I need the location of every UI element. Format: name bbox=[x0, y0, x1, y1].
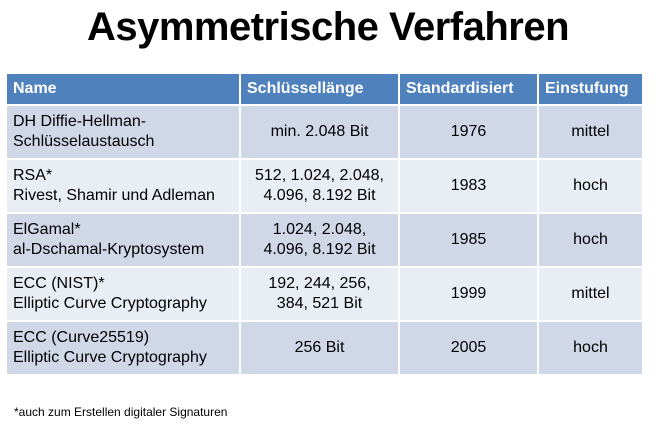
slide-title: Asymmetrische Verfahren bbox=[86, 5, 570, 49]
cell-name: ElGamal* al-Dschamal-Kryptosystem bbox=[7, 212, 241, 267]
cell-key-length: 1.024, 2.048, 4.096, 8.192 Bit bbox=[240, 212, 400, 267]
key-length-line: 192, 244, 256, bbox=[268, 275, 371, 292]
name-line: Elliptic Curve Cryptography bbox=[13, 295, 207, 312]
algorithm-table: Name Schlüssellänge Standardisiert Einst… bbox=[7, 74, 642, 374]
cell-key-length: 512, 1.024, 2.048, 4.096, 8.192 Bit bbox=[240, 158, 400, 213]
table-row: ECC (NIST)* Elliptic Curve Cryptography … bbox=[7, 266, 642, 321]
name-line: ECC (Curve25519) bbox=[13, 329, 150, 346]
column-header-key-length: Schlüssellänge bbox=[240, 74, 400, 105]
name-line: Rivest, Shamir und Adleman bbox=[13, 187, 215, 204]
name-line: Schlüsselaustausch bbox=[13, 133, 155, 150]
key-length-line: 4.096, 8.192 Bit bbox=[263, 187, 376, 204]
name-line: al-Dschamal-Kryptosystem bbox=[13, 241, 205, 258]
name-line: ECC (NIST)* bbox=[13, 275, 105, 292]
table-row: RSA* Rivest, Shamir und Adleman 512, 1.0… bbox=[7, 158, 642, 213]
cell-key-length: min. 2.048 Bit bbox=[240, 104, 400, 159]
key-length-line: 384, 521 Bit bbox=[276, 295, 363, 312]
cell-rating: hoch bbox=[538, 158, 642, 213]
column-header-standardized: Standardisiert bbox=[399, 74, 539, 105]
cell-name: DH Diffie-Hellman- Schlüsselaustausch bbox=[7, 104, 241, 159]
cell-key-length: 192, 244, 256, 384, 521 Bit bbox=[240, 266, 400, 321]
table-row: ElGamal* al-Dschamal-Kryptosystem 1.024,… bbox=[7, 212, 642, 267]
cell-name: ECC (NIST)* Elliptic Curve Cryptography bbox=[7, 266, 241, 321]
column-header-rating: Einstufung bbox=[538, 74, 642, 105]
table-row: ECC (Curve25519) Elliptic Curve Cryptogr… bbox=[7, 320, 642, 374]
cell-year: 1985 bbox=[399, 212, 539, 267]
cell-rating: mittel bbox=[538, 104, 642, 159]
footnote: *auch zum Erstellen digitaler Signaturen bbox=[14, 405, 228, 419]
cell-rating: hoch bbox=[538, 212, 642, 267]
name-line: DH Diffie-Hellman- bbox=[13, 113, 147, 130]
name-line: Elliptic Curve Cryptography bbox=[13, 349, 207, 366]
name-line: RSA* bbox=[13, 167, 53, 184]
cell-rating: mittel bbox=[538, 266, 642, 321]
cell-name: RSA* Rivest, Shamir und Adleman bbox=[7, 158, 241, 213]
key-length-line: min. 2.048 Bit bbox=[270, 123, 369, 140]
key-length-line: 256 Bit bbox=[294, 339, 345, 356]
key-length-line: 512, 1.024, 2.048, bbox=[255, 167, 384, 184]
cell-key-length: 256 Bit bbox=[240, 320, 400, 374]
name-line: ElGamal* bbox=[13, 221, 81, 238]
cell-rating: hoch bbox=[538, 320, 642, 374]
cell-year: 2005 bbox=[399, 320, 539, 374]
column-header-name: Name bbox=[7, 74, 241, 105]
table-row: DH Diffie-Hellman- Schlüsselaustausch mi… bbox=[7, 104, 642, 159]
table-header-row: Name Schlüssellänge Standardisiert Einst… bbox=[7, 74, 642, 105]
cell-year: 1976 bbox=[399, 104, 539, 159]
key-length-line: 1.024, 2.048, bbox=[272, 221, 367, 238]
cell-year: 1999 bbox=[399, 266, 539, 321]
cell-name: ECC (Curve25519) Elliptic Curve Cryptogr… bbox=[7, 320, 241, 374]
key-length-line: 4.096, 8.192 Bit bbox=[263, 241, 376, 258]
cell-year: 1983 bbox=[399, 158, 539, 213]
